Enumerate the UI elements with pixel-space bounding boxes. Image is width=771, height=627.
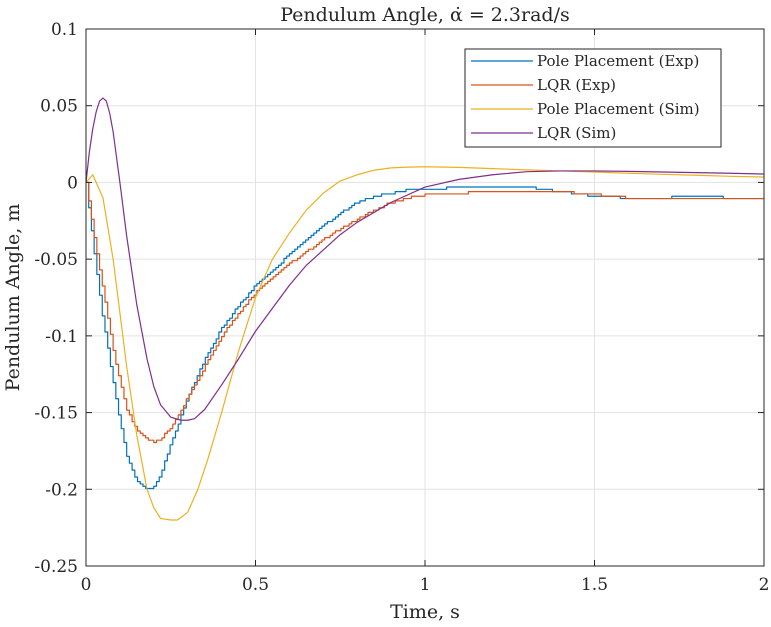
y-tick-label: -0.15 [34,404,78,424]
y-tick-label: -0.2 [45,480,78,500]
chart-title: Pendulum Angle, α̇ = 2.3rad/s [280,4,569,26]
axis-ticks: 0 0.5 1 1.5 2 0.1 0.05 0 -0.05 -0.1 -0.15 -0.2 -0.25 [34,20,769,595]
x-tick-label: 2 [759,575,770,595]
legend-label-2: LQR (Exp) [537,76,616,94]
series-line-4 [85,97,765,421]
legend-box [464,48,722,148]
y-tick-label: 0.05 [40,97,78,117]
legend-label-4: LQR (Sim) [537,124,616,142]
y-tick-label: -0.1 [45,327,78,347]
y-tick-label: -0.05 [34,250,78,270]
series-lines [85,97,765,521]
x-tick-label: 0 [81,575,92,595]
y-tick-label: 0.1 [51,20,78,40]
y-tick-label: -0.25 [34,557,78,577]
legend-label-3: Pole Placement (Sim) [537,100,700,118]
x-axis-label: Time, s [390,601,460,623]
legend: Pole Placement (Exp) LQR (Exp) Pole Placem… [464,48,722,148]
y-tick-label: 0 [67,173,78,193]
y-axis-label: Pendulum Angle, m [2,204,24,392]
legend-label-1: Pole Placement (Exp) [537,52,699,70]
series-line-2 [86,181,764,444]
x-tick-label: 1.5 [581,575,608,595]
x-tick-label: 1 [420,575,431,595]
x-tick-label: 0.5 [242,575,269,595]
